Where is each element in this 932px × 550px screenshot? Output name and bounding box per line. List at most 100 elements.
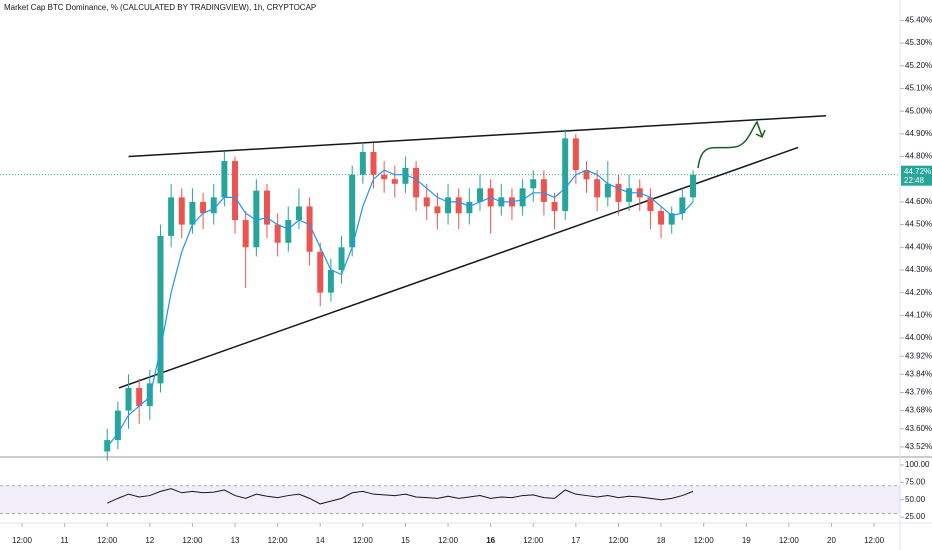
x-tick-label: 11 [60, 536, 69, 545]
candle-body [221, 161, 228, 198]
trendline [128, 114, 827, 158]
y-tick-label: 45.20% [905, 61, 932, 70]
candle-body [615, 183, 622, 202]
x-tick-label: 12:00 [268, 536, 289, 545]
x-tick-label: 12:00 [779, 536, 800, 545]
x-tick-label: 14 [316, 536, 325, 545]
candle-body [690, 174, 697, 198]
y-tick-label: 43.76% [905, 388, 932, 397]
candle-body [679, 197, 686, 214]
y-tick-label: 45.00% [905, 106, 932, 115]
y-tick-label: 43.52% [905, 442, 932, 451]
candle-body [242, 220, 249, 248]
rsi-y-tick-label: 75.00 [905, 477, 926, 486]
candle-body [370, 152, 377, 175]
candle-body [253, 190, 260, 248]
candle-body [455, 197, 462, 214]
x-tick-label: 13 [231, 536, 240, 545]
candle-body [359, 152, 366, 175]
candle-body [668, 213, 675, 225]
y-tick-label: 44.40% [905, 242, 932, 251]
candle-body [306, 206, 313, 252]
y-tick-label: 44.00% [905, 333, 932, 342]
chart-title: Market Cap BTC Dominance, % (CALCULATED … [4, 3, 316, 12]
last-price-label: 44.72% [904, 167, 931, 176]
x-tick-label: 17 [571, 536, 580, 545]
candle-body [295, 206, 302, 221]
candle-body [232, 161, 239, 221]
x-tick-label: 20 [827, 536, 836, 545]
arrow-head [755, 129, 766, 139]
y-tick-label: 45.40% [905, 16, 932, 25]
x-tick-label: 15 [401, 536, 410, 545]
candle-body [274, 224, 281, 243]
last-price-box [901, 165, 932, 186]
y-tick-label: 43.84% [905, 369, 932, 378]
y-tick-label: 44.90% [905, 129, 932, 138]
candle-body [349, 174, 356, 248]
candle-body [466, 201, 473, 214]
candle-body [114, 410, 121, 441]
candle-body [189, 201, 196, 225]
x-tick-label: 12:00 [523, 536, 544, 545]
candle-body [104, 440, 111, 452]
x-tick-label: 12:00 [12, 536, 33, 545]
y-tick-label: 44.20% [905, 288, 932, 297]
candle-body [125, 387, 132, 411]
candle-body [626, 188, 633, 202]
candle-body [434, 206, 441, 214]
candle-body [157, 235, 164, 384]
candle-body [562, 138, 569, 211]
x-tick-label: 12:00 [694, 536, 715, 545]
ma-line [106, 169, 694, 448]
y-tick-label: 44.50% [905, 220, 932, 229]
x-tick-label: 19 [742, 536, 751, 545]
candle-body [413, 167, 420, 198]
candle-body [647, 197, 654, 211]
candle-body [445, 197, 452, 214]
x-tick-label: 12:00 [864, 536, 885, 545]
x-tick-label: 12:00 [97, 536, 118, 545]
candle-body [658, 210, 665, 225]
y-tick-label: 43.60% [905, 424, 932, 433]
candle-body [178, 197, 185, 225]
candle-body [604, 183, 611, 198]
x-tick-label: 12:00 [182, 536, 203, 545]
rsi-band [0, 485, 900, 514]
candle-body [285, 220, 292, 243]
candle-body [540, 179, 547, 202]
x-tick-label: 18 [657, 536, 666, 545]
y-tick-label: 45.30% [905, 38, 932, 47]
candle-body [210, 197, 217, 214]
y-tick-label: 44.30% [905, 265, 932, 274]
x-tick-label: 12 [145, 536, 154, 545]
candle-body [402, 167, 409, 184]
candle-body [551, 201, 558, 211]
x-tick-label: 12:00 [353, 536, 374, 545]
y-tick-label: 44.80% [905, 152, 932, 161]
candle-body [583, 170, 590, 180]
y-tick-label: 45.10% [905, 84, 932, 93]
countdown: 22:48 [904, 176, 925, 185]
y-tick-label: 44.10% [905, 310, 932, 319]
candle-body [338, 247, 345, 270]
rsi-y-tick-label: 50.00 [905, 495, 926, 504]
candle-body [200, 201, 207, 214]
candle-body [423, 197, 430, 207]
candle-body [168, 197, 175, 236]
candle-body [263, 190, 270, 225]
x-tick-label: 12:00 [438, 536, 459, 545]
candle-body [594, 179, 601, 198]
rsi-line [107, 488, 694, 505]
candle-body [391, 179, 398, 184]
x-tick-label: 16 [486, 536, 495, 545]
candle-body [530, 179, 537, 189]
candle-body [519, 188, 526, 207]
candle-body [572, 138, 579, 171]
y-tick-label: 43.92% [905, 351, 932, 360]
candle-body [136, 387, 143, 407]
rsi-y-tick-label: 100.00 [905, 460, 930, 469]
candle-body [317, 251, 324, 293]
candle-body [381, 174, 388, 180]
